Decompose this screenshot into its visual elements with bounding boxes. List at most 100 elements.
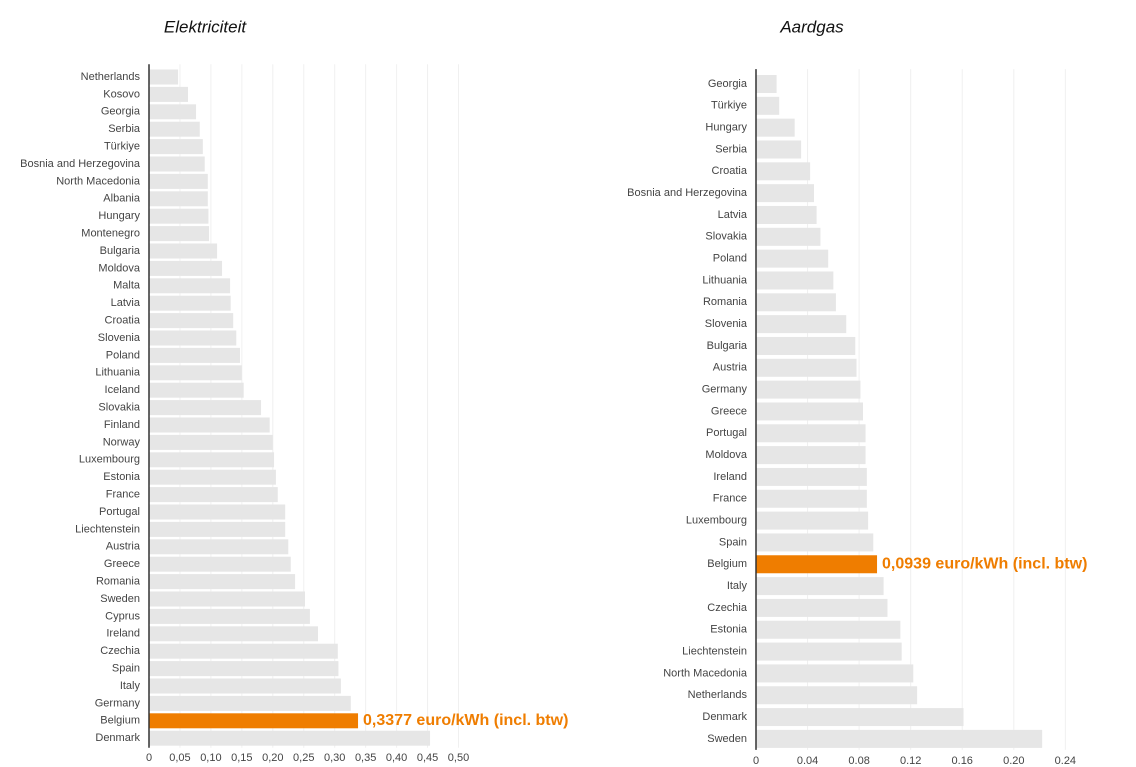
x-tick-label: 0,05 <box>169 752 190 764</box>
bar <box>149 678 341 694</box>
y-tick-label: Germany <box>702 384 748 396</box>
bar <box>756 205 817 224</box>
y-tick-label: Kosovo <box>103 88 140 100</box>
y-tick-label: Luxembourg <box>686 515 747 527</box>
bar <box>149 730 431 746</box>
bar <box>149 521 286 537</box>
x-tick-label: 0,10 <box>200 752 221 764</box>
y-tick-label: Slovakia <box>98 402 140 414</box>
x-tick-label: 0,15 <box>231 752 252 764</box>
x-tick-label: 0,45 <box>417 752 438 764</box>
bar <box>756 489 867 508</box>
bar <box>149 643 338 659</box>
y-tick-label: Czechia <box>100 645 141 657</box>
bar <box>756 686 918 705</box>
y-tick-label: Croatia <box>105 315 141 327</box>
bar <box>149 574 296 590</box>
x-tick-label: 0 <box>753 755 759 767</box>
y-tick-label: Austria <box>106 541 141 553</box>
y-tick-label: Latvia <box>718 209 748 221</box>
x-tick-label: 0.24 <box>1055 755 1076 767</box>
bar <box>149 295 231 311</box>
bar <box>756 227 821 246</box>
y-tick-label: North Macedonia <box>663 667 748 679</box>
bar <box>756 555 878 574</box>
bar <box>149 556 291 572</box>
bar <box>149 417 270 433</box>
bar <box>756 533 874 552</box>
y-tick-label: Albania <box>103 193 141 205</box>
bar <box>149 365 242 381</box>
x-tick-label: 0.20 <box>1003 755 1024 767</box>
y-tick-label: Bulgaria <box>100 245 141 257</box>
y-tick-label: Lithuania <box>702 274 748 286</box>
bar <box>149 400 262 416</box>
y-tick-label: Belgium <box>707 558 747 570</box>
y-tick-label: Poland <box>106 349 140 361</box>
x-tick-label: 0.16 <box>952 755 973 767</box>
bar <box>149 139 203 155</box>
y-tick-label: Austria <box>713 362 748 374</box>
bar <box>756 511 869 530</box>
y-tick-label: North Macedonia <box>56 175 141 187</box>
bar <box>756 598 888 617</box>
bar <box>149 487 278 503</box>
y-tick-label: Bulgaria <box>707 340 748 352</box>
bar <box>756 140 802 159</box>
y-tick-label: Montenegro <box>81 228 140 240</box>
bar <box>149 313 234 329</box>
bar <box>756 96 780 115</box>
y-tick-label: Bosnia and Herzegovina <box>20 158 141 170</box>
bar <box>149 452 275 468</box>
bar <box>149 260 223 276</box>
y-tick-label: Türkiye <box>711 100 747 112</box>
bar <box>756 162 811 181</box>
bar <box>149 539 289 555</box>
y-tick-label: Spain <box>719 536 747 548</box>
y-tick-label: France <box>106 489 140 501</box>
bar <box>149 608 310 624</box>
bar <box>149 469 276 485</box>
bar <box>149 156 205 172</box>
bar <box>149 69 179 85</box>
y-tick-label: Czechia <box>707 602 748 614</box>
bar <box>756 315 847 334</box>
bar <box>756 293 836 312</box>
bar <box>756 402 863 421</box>
y-tick-label: Georgia <box>708 78 748 90</box>
y-tick-label: Serbia <box>715 143 748 155</box>
bar <box>756 118 795 137</box>
y-tick-label: Sweden <box>100 593 140 605</box>
y-tick-label: Netherlands <box>688 689 748 701</box>
bar <box>149 434 273 450</box>
bar <box>149 173 208 189</box>
x-tick-label: 0,35 <box>355 752 376 764</box>
bar <box>756 75 777 93</box>
y-tick-label: Denmark <box>95 732 140 744</box>
x-tick-label: 0,50 <box>448 752 469 764</box>
y-tick-label: Netherlands <box>81 71 141 83</box>
bar <box>756 424 866 443</box>
bar <box>149 626 318 642</box>
y-tick-label: Italy <box>727 580 748 592</box>
y-tick-label: Greece <box>711 405 747 417</box>
y-tick-label: Türkiye <box>104 141 140 153</box>
bar <box>149 382 244 398</box>
bar <box>149 243 218 259</box>
y-tick-label: Moldova <box>98 262 140 274</box>
x-tick-label: 0,30 <box>324 752 345 764</box>
y-tick-label: Norway <box>103 436 141 448</box>
chart-title: Elektriciteit <box>164 17 247 36</box>
y-tick-label: Georgia <box>101 106 141 118</box>
x-tick-label: 0.12 <box>900 755 921 767</box>
y-tick-label: Serbia <box>108 123 141 135</box>
x-tick-label: 0,25 <box>293 752 314 764</box>
y-tick-label: Spain <box>112 663 140 675</box>
y-tick-label: Slovakia <box>705 231 747 243</box>
bar <box>149 191 208 207</box>
x-tick-label: 0 <box>146 752 152 764</box>
y-tick-label: Denmark <box>702 711 747 723</box>
bar <box>149 591 305 607</box>
y-tick-label: Cyprus <box>105 610 140 622</box>
x-tick-label: 0,40 <box>386 752 407 764</box>
